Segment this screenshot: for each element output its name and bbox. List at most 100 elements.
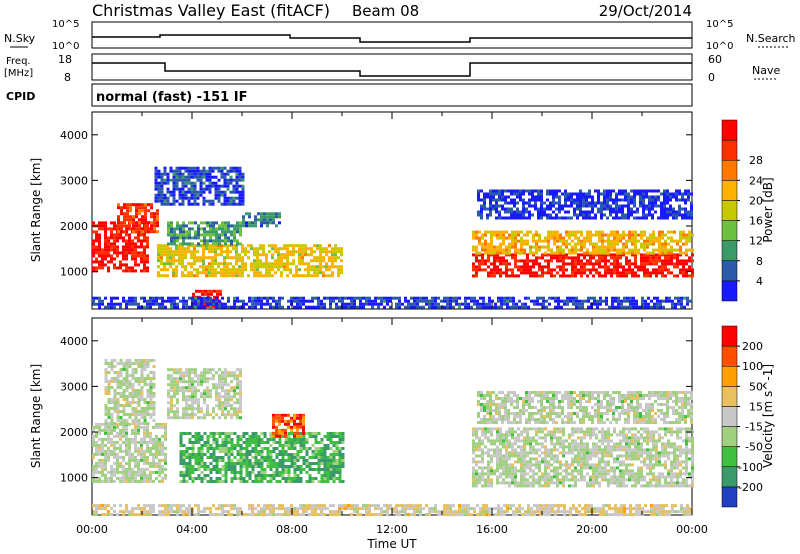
power-cell — [687, 213, 690, 217]
power-cell — [160, 190, 164, 194]
velocity-cell — [128, 404, 132, 407]
velocity-cell — [92, 464, 95, 468]
power-cell — [209, 224, 212, 228]
velocity-cell — [134, 440, 137, 444]
power-cell — [278, 299, 281, 303]
power-cell — [481, 248, 484, 252]
power-cell — [380, 296, 383, 300]
velocity-cell — [224, 474, 228, 477]
power-cell — [214, 244, 217, 248]
power-cell — [572, 296, 575, 300]
power-cell — [274, 244, 277, 248]
power-cell — [226, 244, 229, 248]
velocity-cell — [215, 471, 219, 474]
power-cell — [552, 204, 555, 208]
power-cell — [499, 271, 502, 275]
velocity-cell — [164, 458, 167, 462]
power-cell — [277, 250, 280, 254]
velocity-cell — [317, 465, 321, 468]
power-cell — [223, 250, 226, 254]
power-cell — [196, 166, 200, 170]
power-cell — [675, 189, 678, 193]
power-cell — [160, 268, 163, 272]
velocity-cell — [95, 470, 98, 474]
power-cell — [235, 250, 238, 254]
power-cell — [128, 251, 131, 255]
velocity-cell — [272, 419, 275, 423]
power-cell — [620, 299, 623, 303]
power-cell — [101, 227, 104, 231]
power-cell — [181, 244, 184, 248]
power-cell — [160, 196, 164, 200]
power-cell — [214, 253, 217, 257]
power-cell — [522, 216, 525, 220]
power-cell — [229, 169, 233, 173]
power-cell — [206, 239, 209, 243]
power-cell — [134, 260, 137, 264]
power-cell — [675, 198, 678, 202]
velocity-cell — [143, 455, 146, 459]
velocity-cell — [140, 416, 144, 419]
power-cell — [576, 195, 579, 199]
power-cell — [146, 245, 149, 249]
velocity-cell — [200, 374, 203, 378]
power-cell — [95, 251, 98, 255]
power-cell — [274, 271, 277, 275]
velocity-cell — [116, 416, 120, 419]
freq-trace — [92, 62, 692, 77]
power-cell — [502, 233, 505, 237]
velocity-cell — [173, 392, 176, 396]
velocity-cell — [239, 453, 243, 456]
power-cell — [141, 218, 144, 222]
power-cell — [538, 256, 541, 260]
power-cell — [575, 299, 578, 303]
power-cell — [661, 242, 664, 246]
power-cell — [498, 210, 501, 214]
power-cell — [178, 169, 182, 173]
power-cell — [319, 253, 322, 257]
power-cell — [493, 265, 496, 269]
power-cell — [458, 305, 461, 309]
power-cell — [601, 265, 604, 269]
power-cell — [633, 195, 636, 199]
velocity-cell — [197, 465, 201, 468]
power-cell — [278, 296, 281, 300]
power-cell — [688, 268, 691, 272]
velocity-cell — [260, 459, 264, 462]
power-cell — [132, 215, 135, 219]
power-cell — [567, 198, 570, 202]
velocity-cell — [152, 392, 156, 395]
velocity-cell — [197, 477, 201, 480]
velocity-cell — [113, 389, 117, 392]
power-cell — [383, 296, 386, 300]
velocity-cell — [149, 386, 153, 389]
power-cell — [164, 299, 167, 303]
power-cell — [266, 212, 269, 216]
velocity-cell — [110, 416, 114, 419]
power-cell — [574, 248, 577, 252]
velocity-cell — [143, 383, 147, 386]
power-cell — [256, 274, 259, 278]
power-cell — [143, 236, 146, 240]
power-cell — [197, 230, 200, 234]
velocity-cell — [164, 446, 167, 450]
velocity-cell — [197, 456, 201, 459]
power-cell — [579, 201, 582, 205]
velocity-cell — [245, 456, 249, 459]
velocity-cell — [116, 458, 119, 462]
power-cell — [187, 250, 190, 254]
velocity-cell — [206, 441, 210, 444]
power-cell — [347, 296, 350, 300]
power-cell — [580, 271, 583, 275]
velocity-cell — [290, 465, 294, 468]
power-cell — [213, 304, 216, 308]
power-cell — [640, 256, 643, 260]
velocity-cell — [278, 422, 281, 426]
power-cell — [224, 221, 227, 225]
velocity-cell — [284, 438, 288, 441]
velocity-cell — [131, 440, 134, 444]
power-cell — [206, 242, 209, 246]
power-cell — [205, 265, 208, 269]
power-cell — [443, 305, 446, 309]
velocity-cell — [257, 477, 261, 480]
